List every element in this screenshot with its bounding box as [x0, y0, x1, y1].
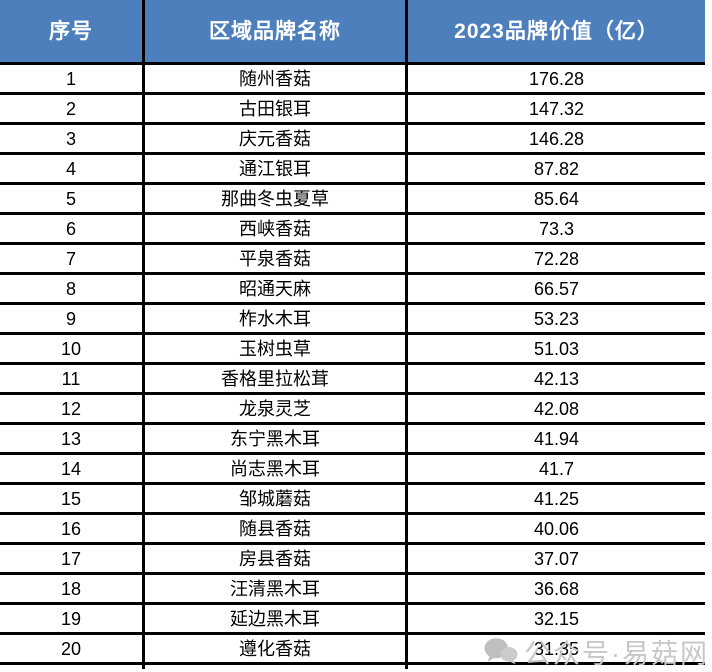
brand-name-cell: 那曲冬虫夏草	[145, 185, 408, 215]
brand-name-cell: 汪清黑木耳	[145, 575, 408, 605]
row-index-cell: 9	[0, 305, 145, 335]
row-index-cell: 5	[0, 185, 145, 215]
brand-name-cell: 玉树虫草	[145, 335, 408, 365]
brand-name-cell: 古田银耳	[145, 95, 408, 125]
row-index-cell: 6	[0, 215, 145, 245]
brand-value-cell: 36.68	[408, 575, 705, 605]
row-index-cell: 1	[0, 65, 145, 95]
brand-name-cell: 尚志黑木耳	[145, 455, 408, 485]
row-index-cell: 7	[0, 245, 145, 275]
brand-value-table: 序号 区域品牌名称 2023品牌价值（亿） 1 随州香菇 176.28 2 古田银耳 14…	[0, 0, 705, 665]
row-index-cell: 20	[0, 635, 145, 665]
row-index-cell: 16	[0, 515, 145, 545]
brand-value-cell: 53.23	[408, 305, 705, 335]
brand-name-cell: 随州香菇	[145, 65, 408, 95]
brand-name-cell: 通江银耳	[145, 155, 408, 185]
brand-name-cell: 柞水木耳	[145, 305, 408, 335]
col-header-index: 序号	[0, 0, 145, 65]
brand-value-cell: 176.28	[408, 65, 705, 95]
row-index-cell: 12	[0, 395, 145, 425]
brand-value-cell: 41.94	[408, 425, 705, 455]
brand-value-cell: 37.07	[408, 545, 705, 575]
brand-value-cell: 73.3	[408, 215, 705, 245]
brand-value-cell: 31.35	[408, 635, 705, 665]
brand-value-cell: 41.25	[408, 485, 705, 515]
row-index-cell: 15	[0, 485, 145, 515]
brand-value-cell: 146.28	[408, 125, 705, 155]
brand-value-cell: 32.15	[408, 605, 705, 635]
brand-value-cell: 72.28	[408, 245, 705, 275]
row-index-cell: 13	[0, 425, 145, 455]
brand-value-cell: 42.13	[408, 365, 705, 395]
brand-value-cell: 66.57	[408, 275, 705, 305]
brand-name-cell: 平泉香菇	[145, 245, 408, 275]
row-index-cell: 19	[0, 605, 145, 635]
brand-name-cell: 随县香菇	[145, 515, 408, 545]
row-index-cell: 2	[0, 95, 145, 125]
brand-value-cell: 147.32	[408, 95, 705, 125]
row-index-cell: 3	[0, 125, 145, 155]
col-header-brand-value: 2023品牌价值（亿）	[408, 0, 705, 65]
row-index-cell: 11	[0, 365, 145, 395]
cutoff-next-row	[0, 665, 705, 669]
row-index-cell: 8	[0, 275, 145, 305]
brand-value-cell: 85.64	[408, 185, 705, 215]
col-header-brand-name: 区域品牌名称	[145, 0, 408, 65]
row-index-cell: 10	[0, 335, 145, 365]
brand-name-cell: 邹城蘑菇	[145, 485, 408, 515]
brand-value-cell: 87.82	[408, 155, 705, 185]
brand-value-cell: 51.03	[408, 335, 705, 365]
brand-name-cell: 龙泉灵芝	[145, 395, 408, 425]
brand-name-cell: 庆元香菇	[145, 125, 408, 155]
brand-name-cell: 房县香菇	[145, 545, 408, 575]
brand-value-cell: 40.06	[408, 515, 705, 545]
brand-name-cell: 西峡香菇	[145, 215, 408, 245]
brand-name-cell: 遵化香菇	[145, 635, 408, 665]
row-index-cell: 4	[0, 155, 145, 185]
column-divider-stub	[142, 665, 145, 669]
row-index-cell: 17	[0, 545, 145, 575]
column-divider-stub	[405, 665, 408, 669]
row-index-cell: 18	[0, 575, 145, 605]
brand-value-cell: 41.7	[408, 455, 705, 485]
brand-name-cell: 东宁黑木耳	[145, 425, 408, 455]
brand-name-cell: 香格里拉松茸	[145, 365, 408, 395]
brand-value-cell: 42.08	[408, 395, 705, 425]
brand-name-cell: 昭通天麻	[145, 275, 408, 305]
row-index-cell: 14	[0, 455, 145, 485]
brand-name-cell: 延边黑木耳	[145, 605, 408, 635]
